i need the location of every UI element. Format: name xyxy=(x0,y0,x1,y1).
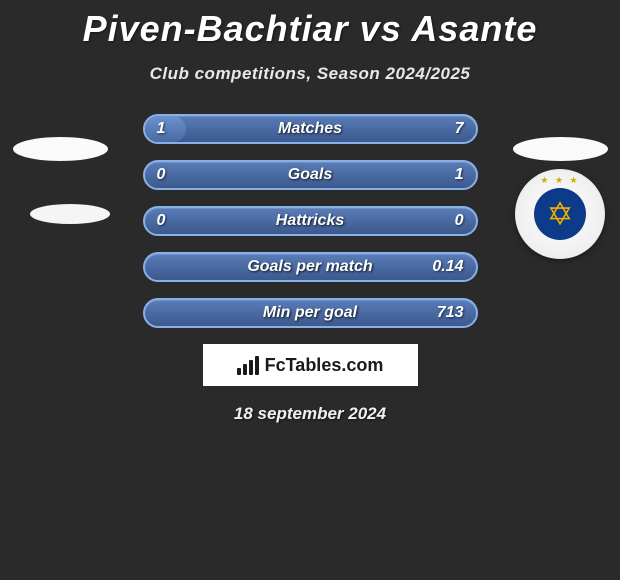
stat-label: Hattricks xyxy=(276,212,344,230)
stat-label: Goals per match xyxy=(247,258,372,276)
stat-row-goals-per-match: Goals per match 0.14 xyxy=(143,252,478,282)
date-line: 18 september 2024 xyxy=(0,404,620,424)
badge-stars-icon: ★ ★ ★ xyxy=(540,175,579,186)
stat-value-right: 1 xyxy=(455,166,464,184)
club-badge-left-b xyxy=(20,164,120,264)
stat-value-right: 713 xyxy=(437,304,464,322)
stat-row-goals: 0 Goals 1 xyxy=(143,160,478,190)
maccabi-badge-icon: ★ ★ ★ ✡ xyxy=(515,169,605,259)
stat-label: Min per goal xyxy=(263,304,357,322)
stat-row-hattricks: 0 Hattricks 0 xyxy=(143,206,478,236)
comparison-area: ★ ★ ★ ✡ 1 Matches 7 0 Goals 1 0 Hattrick… xyxy=(0,114,620,424)
stat-label: Matches xyxy=(278,120,342,138)
stat-row-matches: 1 Matches 7 xyxy=(143,114,478,144)
stat-value-right: 0 xyxy=(455,212,464,230)
stat-value-right: 7 xyxy=(455,120,464,138)
page-title: Piven-Bachtiar vs Asante xyxy=(0,0,620,50)
club-badge-right-b: ★ ★ ★ ✡ xyxy=(510,164,610,264)
star-of-david-icon: ✡ xyxy=(547,198,574,230)
placeholder-ellipse-icon xyxy=(513,137,608,161)
placeholder-ellipse-icon xyxy=(30,204,110,224)
stats-block: 1 Matches 7 0 Goals 1 0 Hattricks 0 Goal… xyxy=(143,114,478,328)
stat-value-left: 0 xyxy=(157,212,166,230)
subtitle: Club competitions, Season 2024/2025 xyxy=(0,64,620,84)
stat-value-left: 1 xyxy=(157,120,166,138)
stat-value-right: 0.14 xyxy=(432,258,463,276)
branding-text: FcTables.com xyxy=(265,355,384,376)
bar-chart-icon xyxy=(237,355,259,375)
stat-label: Goals xyxy=(288,166,332,184)
placeholder-ellipse-icon xyxy=(13,137,108,161)
branding-box: FcTables.com xyxy=(203,344,418,386)
stat-value-left: 0 xyxy=(157,166,166,184)
stat-row-min-per-goal: Min per goal 713 xyxy=(143,298,478,328)
